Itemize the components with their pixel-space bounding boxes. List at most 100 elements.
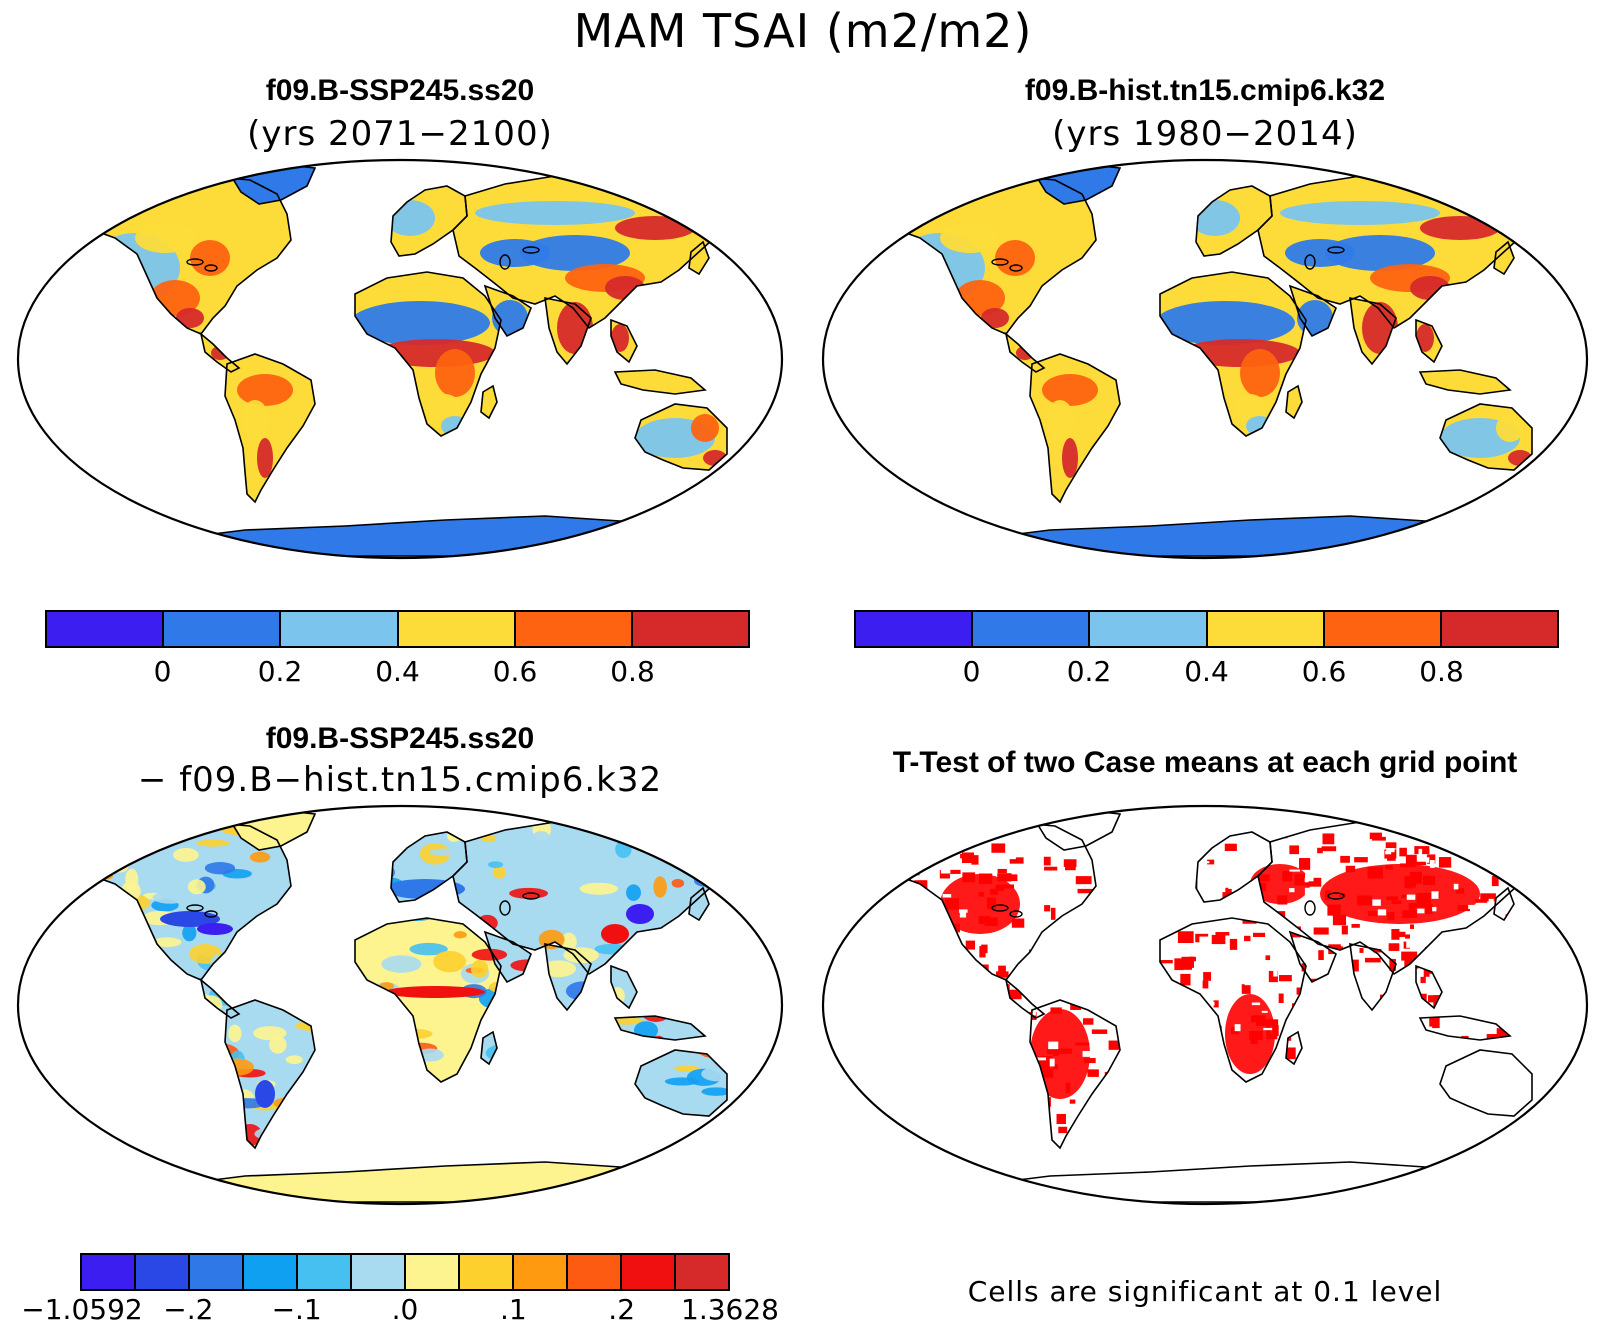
coastline-japan (1493, 886, 1515, 922)
colorbar-swatch-6 (406, 1255, 460, 1289)
coastline-japan (1493, 240, 1515, 276)
coastline-arabia (1288, 284, 1337, 338)
coastline-nz (740, 1106, 755, 1128)
colorbar-tick-label: .0 (391, 1293, 419, 1326)
colorbar-swatch-3 (398, 612, 516, 646)
coastline-arabia (483, 284, 532, 338)
map-panel-difference (16, 804, 784, 1206)
land-nz (741, 462, 753, 480)
panel-tr-subtitle: (yrs 1980−2014) (1052, 114, 1358, 154)
colorbar-swatch-9 (568, 1255, 622, 1289)
colorbar-swatch-11 (676, 1255, 728, 1289)
coastline-africa (1159, 917, 1307, 1083)
colorbar-tick-label: 0.6 (492, 655, 538, 688)
coastline-nz (1545, 460, 1560, 482)
colorbar-tick-label: 0.8 (610, 655, 655, 688)
colorbar-tick-label: 0 (962, 655, 981, 688)
coastline-indonesia (1418, 1015, 1512, 1041)
coastline-seAsia (1415, 318, 1443, 364)
colorbar-swatch-4 (298, 1255, 352, 1289)
map-border (16, 158, 784, 560)
significance-note: Cells are significant at 0.1 level (967, 1275, 1443, 1308)
coastline-madagascar (1285, 384, 1303, 420)
coastline-india (1349, 296, 1397, 366)
coastline-indonesia (1418, 369, 1512, 395)
figure-title: MAM TSAI (m2/m2) (573, 4, 1033, 58)
colorbar-tick-label: 0.2 (257, 655, 303, 688)
coastline-africa (354, 917, 502, 1083)
colorbar-tick-label: 0.4 (375, 655, 420, 688)
coastline-centralAmerica (1004, 331, 1046, 373)
coastline-africa (1159, 271, 1307, 437)
coastline-japan (688, 240, 710, 276)
coastline-madagascar (1285, 1030, 1303, 1066)
coastline-africa (354, 271, 502, 437)
map-border (16, 804, 784, 1206)
colorbar-swatch-1 (164, 612, 282, 646)
land-nz (741, 1108, 753, 1126)
colorbar-tick-label: 0.2 (1066, 655, 1112, 688)
coastline-india (544, 296, 592, 366)
colorbar-swatch-10 (622, 1255, 676, 1289)
colorbar-swatch-4 (515, 612, 633, 646)
coastline-centralAmerica (199, 977, 241, 1019)
colorbar-swatch-5 (632, 612, 749, 646)
map-border (821, 158, 1589, 560)
land-arabia (1290, 932, 1336, 982)
colorbar-tick-label: 0.8 (1419, 655, 1464, 688)
colorbar-tick-label: .2 (608, 1293, 636, 1326)
coastline-nz (740, 460, 755, 482)
colorbar-tick-label: −1.0592 (21, 1293, 143, 1326)
colorbar-swatch-7 (460, 1255, 514, 1289)
coastline-indonesia (613, 1015, 707, 1041)
colorbar-tick-label: .1 (499, 1293, 527, 1326)
colorbar-swatch-5 (1441, 612, 1558, 646)
colorbar-historical (854, 610, 1559, 648)
colorbar-swatch-1 (136, 1255, 190, 1289)
coastline-southAmerica (224, 999, 316, 1150)
panel-tr-title: f09.B-hist.tn15.cmip6.k32 (1024, 74, 1386, 107)
colorbar-swatch-0 (856, 612, 974, 646)
coastline-southAmerica (1029, 353, 1121, 504)
colorbar-tick-label: 1.3628 (681, 1293, 779, 1326)
map-panel-future (16, 158, 784, 560)
coastline-southAmerica (1029, 999, 1121, 1150)
land-nz (1546, 1108, 1558, 1126)
colorbar-swatch-1 (973, 612, 1091, 646)
panel-tl-title: f09.B-SSP245.ss20 (265, 74, 535, 107)
map-border (821, 804, 1589, 1206)
coastline-australia (1439, 1049, 1533, 1117)
panel-bl-title: f09.B-SSP245.ss20 (265, 722, 535, 755)
map-panel-historical (821, 158, 1589, 560)
land-nz (1546, 462, 1558, 480)
colorbar-swatch-4 (1324, 612, 1442, 646)
coastline-arabia (1288, 930, 1337, 984)
colorbar-tick-label: 0.4 (1184, 655, 1229, 688)
colorbar-swatch-0 (47, 612, 165, 646)
land-southAmerica (225, 1000, 315, 1148)
coastline-australia (634, 403, 728, 471)
coastline-japan (688, 886, 710, 922)
coastline-australia (1439, 403, 1533, 471)
land-europe (1196, 832, 1272, 902)
colorbar-tick-label: 0 (153, 655, 172, 688)
coastline-arabia (483, 930, 532, 984)
coastline-centralAmerica (1004, 977, 1046, 1019)
colorbar-future (45, 610, 750, 648)
coastline-india (1349, 942, 1397, 1012)
coastline-madagascar (480, 1030, 498, 1066)
coastline-seAsia (610, 964, 638, 1010)
coastline-seAsia (1415, 964, 1443, 1010)
coastline-seAsia (610, 318, 638, 364)
colorbar-swatch-0 (82, 1255, 136, 1289)
coastline-nz (1545, 1106, 1560, 1128)
coastline-indonesia (613, 369, 707, 395)
colorbar-difference (80, 1253, 730, 1291)
panel-tl-subtitle: (yrs 2071−2100) (247, 114, 553, 154)
coastline-centralAmerica (199, 331, 241, 373)
coastline-madagascar (480, 384, 498, 420)
colorbar-tick-label: 0.6 (1301, 655, 1347, 688)
colorbar-tick-label: −.2 (163, 1293, 214, 1326)
colorbar-swatch-2 (1090, 612, 1208, 646)
colorbar-swatch-5 (352, 1255, 406, 1289)
